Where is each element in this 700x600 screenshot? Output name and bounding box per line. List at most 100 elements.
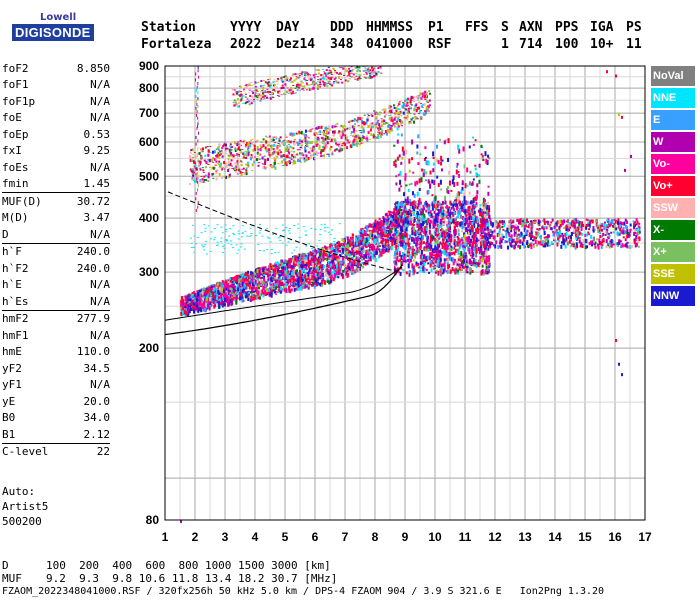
echo-point [419,266,422,270]
echo-point [607,218,610,222]
echo-point [373,256,376,259]
echo-point [182,306,185,311]
echo-point [482,240,485,245]
echo-point [385,247,388,252]
echo-point [495,240,498,245]
echo-point [487,212,490,218]
echo-point [256,274,259,279]
echo-point [320,265,323,268]
echo-point [439,218,442,222]
echo-point [401,212,404,216]
echo-point [417,224,420,228]
param-name: foEp [2,127,29,141]
echo-point [229,294,232,299]
echo-point [417,228,420,231]
echo-point [434,195,437,201]
echo-point [438,202,441,207]
echo-point [279,274,282,277]
echo-point [558,240,561,243]
echo-point [336,250,339,255]
echo-point [466,184,469,187]
echo-point [569,235,572,240]
echo-point [591,244,594,247]
echo-point [367,242,370,245]
echo-point [453,233,456,239]
echo-point [460,204,463,210]
echo-point [229,277,232,282]
echo-point [386,240,389,245]
echo-point [469,170,472,174]
echo-point [455,196,458,199]
echo-point [493,244,496,247]
echo-point [568,226,571,229]
echo-point [542,227,545,230]
echo-point [468,209,471,214]
echo-point [373,245,376,249]
echo-point [284,287,287,290]
echo-point [196,290,199,293]
echo-point [581,221,584,226]
echo-point [468,181,471,186]
echo-point [586,245,589,249]
echo-point [546,237,549,241]
echo-point [546,243,549,247]
echo-point [395,182,398,186]
echo-point [396,240,399,244]
echo-point [622,236,625,239]
echo-point [461,236,464,240]
echo-point [271,285,274,290]
echo-point [468,191,471,195]
echo-point [487,245,490,251]
echo-point [295,272,298,275]
echo-point [342,244,345,249]
echo-point [538,242,541,245]
echo-point [473,232,476,236]
echo-point [487,230,490,234]
echo-point [312,271,315,276]
echo-point [323,280,326,285]
echo-point [359,253,362,256]
echo-point [407,243,410,248]
echo-point [405,271,408,275]
echo-point [608,245,611,249]
echo-point [396,139,399,144]
echo-point [223,285,226,289]
echo-point [405,208,408,212]
echo-point [188,293,191,298]
echo-point [547,223,550,226]
echo-point [272,277,275,280]
echo-point [437,250,440,254]
echo-point [440,168,443,172]
echo-point [354,250,357,253]
echo-point [387,244,390,247]
echo-point [590,219,593,222]
echo-point [439,260,442,266]
echo-point [395,245,398,251]
echo-point [475,220,478,224]
echo-point [378,231,381,234]
echo-point [514,229,517,232]
echo-point [615,219,618,222]
echo-point [189,303,192,306]
echo-point [467,240,470,245]
echo-point [394,256,397,260]
echo-point [604,234,607,237]
echo-point [408,261,411,264]
echo-point [330,270,333,275]
echo-point [404,217,407,222]
echo-point [202,308,205,312]
echo-point [451,179,454,185]
echo-point [480,232,483,235]
echo-point [476,227,479,230]
echo-point [402,213,405,216]
echo-point [481,202,484,205]
echo-point [327,247,330,251]
echo-point [617,225,620,229]
echo-point [528,232,531,235]
echo-point [513,232,516,237]
echo-point [411,248,414,251]
echo-point [419,202,422,206]
echo-point [391,222,394,225]
echo-point [617,231,620,236]
echo-point [543,236,546,239]
